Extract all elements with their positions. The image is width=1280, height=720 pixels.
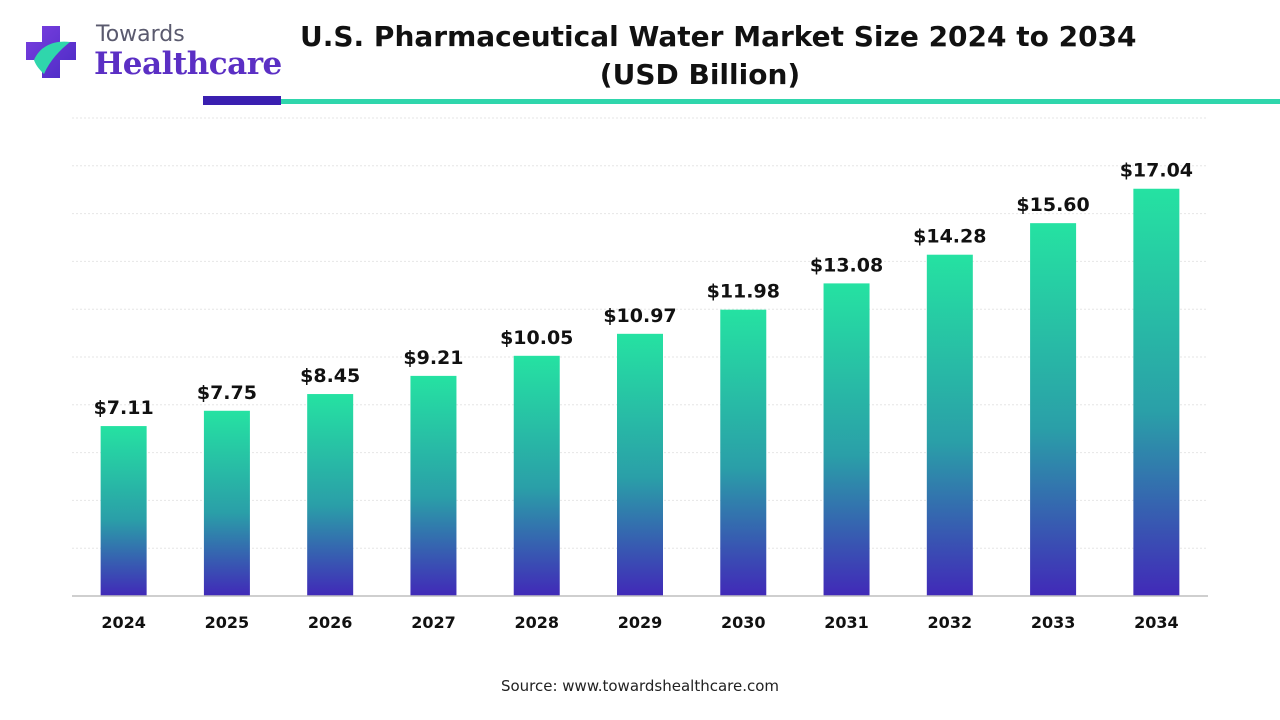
bar-value-label: $13.08 <box>810 254 883 276</box>
x-tick-label: 2032 <box>928 613 973 632</box>
bar-2026 <box>307 394 354 596</box>
chart-subtitle: (USD Billion) <box>599 58 801 91</box>
header-accent-bar <box>203 96 281 105</box>
x-tick-label: 2027 <box>411 613 456 632</box>
x-tick-label: 2025 <box>205 613 250 632</box>
x-tick-label: 2034 <box>1134 613 1179 632</box>
bar-2033 <box>1030 223 1077 596</box>
chart-title-block: U.S. Pharmaceutical Water Market Size 20… <box>300 18 1137 94</box>
source-note: Source: www.towardshealthcare.com <box>500 677 780 695</box>
bar-2029 <box>617 333 663 596</box>
x-tick-label: 2026 <box>308 613 353 632</box>
x-tick-label: 2031 <box>824 613 869 632</box>
x-tick-label: 2029 <box>618 613 663 632</box>
bar-value-label: $8.45 <box>300 365 360 387</box>
bar-value-label: $11.98 <box>707 281 780 303</box>
bars <box>100 188 1180 596</box>
bar-2034 <box>1133 188 1180 596</box>
header-accent-line <box>281 99 1280 104</box>
bar-2031 <box>823 283 870 596</box>
bar-value-label: $7.75 <box>197 382 257 404</box>
bar-value-label: $15.60 <box>1016 194 1089 216</box>
x-tick-label: 2024 <box>101 613 146 632</box>
bar-value-label: $7.11 <box>94 397 154 419</box>
brand-line1: Towards <box>96 22 185 47</box>
x-tick-label: 2028 <box>514 613 559 632</box>
x-tick-label: 2030 <box>721 613 766 632</box>
bar-2032 <box>926 254 973 596</box>
bar-2027 <box>410 375 457 596</box>
chart-title: U.S. Pharmaceutical Water Market Size 20… <box>300 20 1137 53</box>
x-tick-labels: 2024 2025 2026 2027 2028 2029 2030 2031 2032 2033… <box>101 613 1178 632</box>
bar-value-labels: $7.11 $7.75 $8.45 $9.21 $10.05 $10.97 $11.98 $1… <box>94 160 1193 419</box>
bar-value-label: $14.28 <box>913 226 986 248</box>
bar-2024 <box>100 426 147 596</box>
bar-value-label: $10.05 <box>500 327 573 349</box>
brand-line2: Healthcare <box>94 46 282 82</box>
bar-2030 <box>720 309 767 596</box>
x-tick-label: 2033 <box>1031 613 1076 632</box>
bar-value-label: $17.04 <box>1120 160 1193 182</box>
medical-cross-icon <box>26 26 76 78</box>
brand-logo: Towards Healthcare <box>20 20 282 84</box>
bar-value-label: $9.21 <box>403 347 463 369</box>
bar-value-label: $10.97 <box>603 305 676 327</box>
bar-2028 <box>513 355 560 596</box>
bar-2025 <box>203 410 250 596</box>
